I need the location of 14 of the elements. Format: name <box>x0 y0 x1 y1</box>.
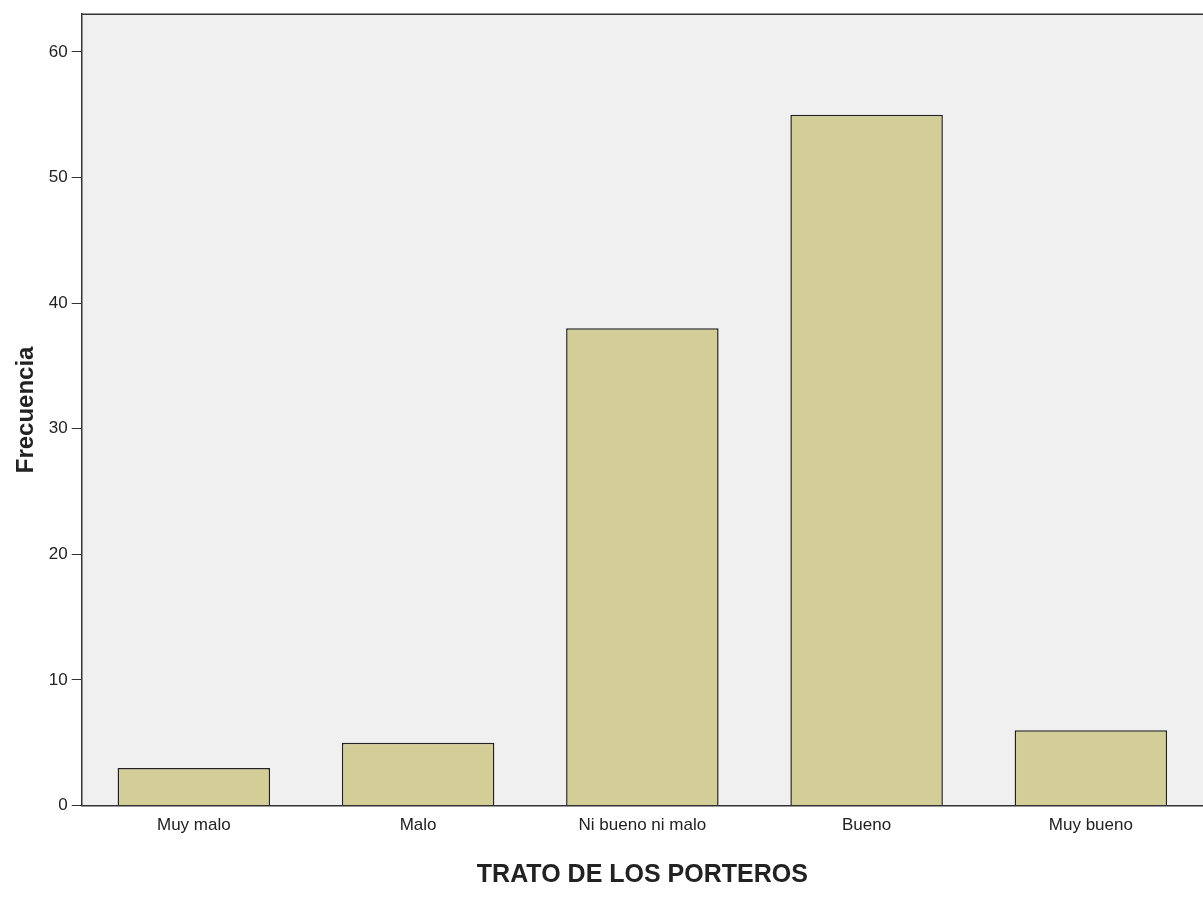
x-tick-label: Bueno <box>842 815 892 835</box>
x-tick-label: Ni bueno ni malo <box>578 815 707 835</box>
x-tick-label: Muy malo <box>156 815 231 835</box>
y-tick-label: 60 <box>48 41 68 61</box>
y-tick-label: 0 <box>58 795 68 815</box>
y-tick-label: 40 <box>48 292 68 312</box>
y-tick-label: 30 <box>48 418 68 438</box>
y-tick-label: 20 <box>48 544 68 564</box>
y-tick-label: 50 <box>48 167 68 187</box>
y-tick-label: 10 <box>48 669 68 689</box>
x-axis-title: TRATO DE LOS PORTEROS <box>476 858 808 887</box>
y-axis-title: Frecuencia <box>11 345 39 474</box>
x-tick-label: Muy bueno <box>1048 815 1133 835</box>
x-tick-label: Malo <box>399 815 437 835</box>
